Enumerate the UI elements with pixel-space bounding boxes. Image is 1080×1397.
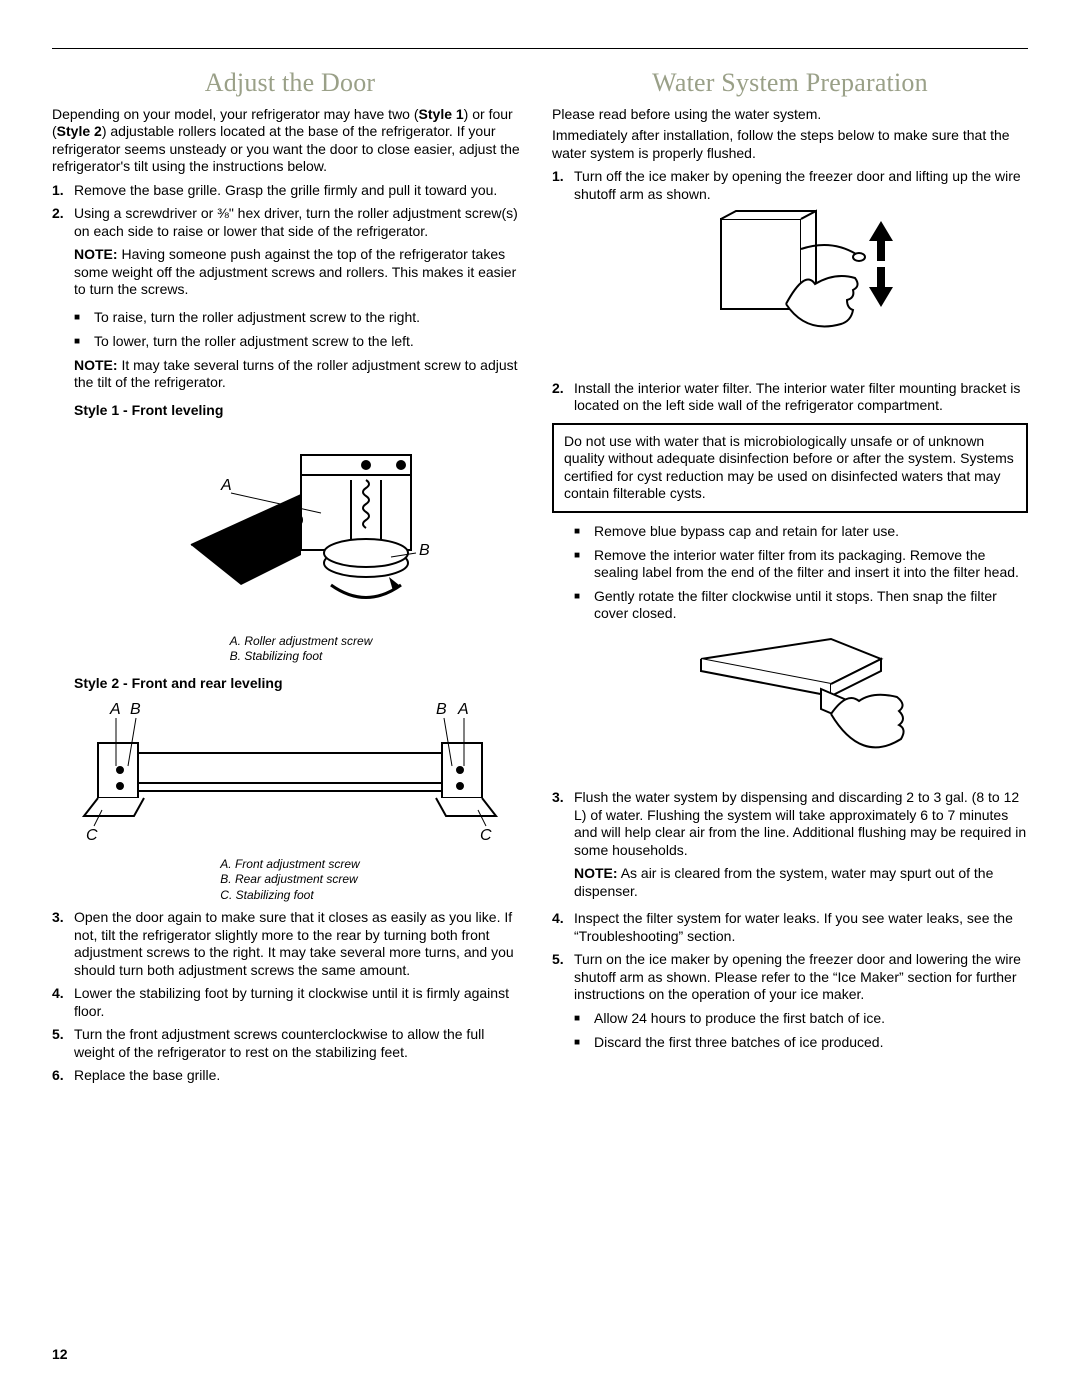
water-step-2: 2. Install the interior water filter. Th…: [552, 380, 1028, 415]
step-4: 4. Lower the stabilizing foot by turning…: [52, 985, 528, 1020]
step-2: 2. Using a screwdriver or ⅜" hex driver,…: [52, 205, 528, 303]
water-step-4: 4. Inspect the filter system for water l…: [552, 910, 1028, 945]
bullet-lower: To lower, turn the roller adjustment scr…: [74, 333, 528, 351]
figure-style2-caption: A. Front adjustment screw B. Rear adjust…: [220, 857, 359, 904]
ice-bullet-2: Discard the first three batches of ice p…: [574, 1034, 1028, 1052]
top-rule: [52, 48, 1028, 49]
water-step-1: 1. Turn off the ice maker by opening the…: [552, 168, 1028, 203]
water-step-3: 3. Flush the water system by dispensing …: [552, 789, 1028, 904]
svg-text:A: A: [220, 477, 232, 494]
water-intro-2: Immediately after installation, follow t…: [552, 127, 1028, 162]
filter-bullet-3: Gently rotate the filter clockwise until…: [574, 588, 1028, 623]
heading-adjust-door: Adjust the Door: [52, 67, 528, 100]
step-3: 3. Open the door again to make sure that…: [52, 909, 528, 979]
filter-bullet-1: Remove blue bypass cap and retain for la…: [574, 523, 1028, 541]
svg-text:A: A: [457, 701, 469, 718]
left-column: Adjust the Door Depending on your model,…: [52, 59, 528, 1091]
subhead-style2: Style 2 - Front and rear leveling: [74, 675, 528, 693]
heading-water-system: Water System Preparation: [552, 67, 1028, 100]
figure-style1-caption: A. Roller adjustment screw B. Stabilizin…: [230, 634, 373, 665]
step-6: 6. Replace the base grille.: [52, 1067, 528, 1085]
svg-text:B: B: [419, 542, 430, 559]
water-step-5: 5. Turn on the ice maker by opening the …: [552, 951, 1028, 1004]
filter-bullet-2: Remove the interior water filter from it…: [574, 547, 1028, 582]
ice-bullet-1: Allow 24 hours to produce the first batc…: [574, 1010, 1028, 1028]
warning-box: Do not use with water that is microbiolo…: [552, 423, 1028, 513]
step-1: 1. Remove the base grille. Grasp the gri…: [52, 182, 528, 200]
page-number: 12: [52, 1346, 68, 1364]
svg-text:A: A: [109, 701, 121, 718]
figure-ice-maker: [574, 209, 1028, 374]
svg-text:B: B: [130, 701, 141, 718]
svg-text:C: C: [86, 827, 98, 844]
figure-filter: [574, 629, 1028, 784]
figure-style2: A B B A C C A. Front adjustment screw B.…: [52, 698, 528, 903]
subhead-style1: Style 1 - Front leveling: [74, 402, 528, 420]
right-column: Water System Preparation Please read bef…: [552, 59, 1028, 1091]
svg-text:B: B: [436, 701, 447, 718]
figure-style1: A B A. Roller adjustment screw B. Stabil…: [74, 425, 528, 665]
svg-text:C: C: [480, 827, 492, 844]
water-intro-1: Please read before using the water syste…: [552, 106, 1028, 124]
adjust-note: NOTE: It may take several turns of the r…: [74, 357, 528, 392]
bullet-raise: To raise, turn the roller adjustment scr…: [74, 309, 528, 327]
step-5: 5. Turn the front adjustment screws coun…: [52, 1026, 528, 1061]
adjust-door-intro: Depending on your model, your refrigerat…: [52, 106, 528, 176]
